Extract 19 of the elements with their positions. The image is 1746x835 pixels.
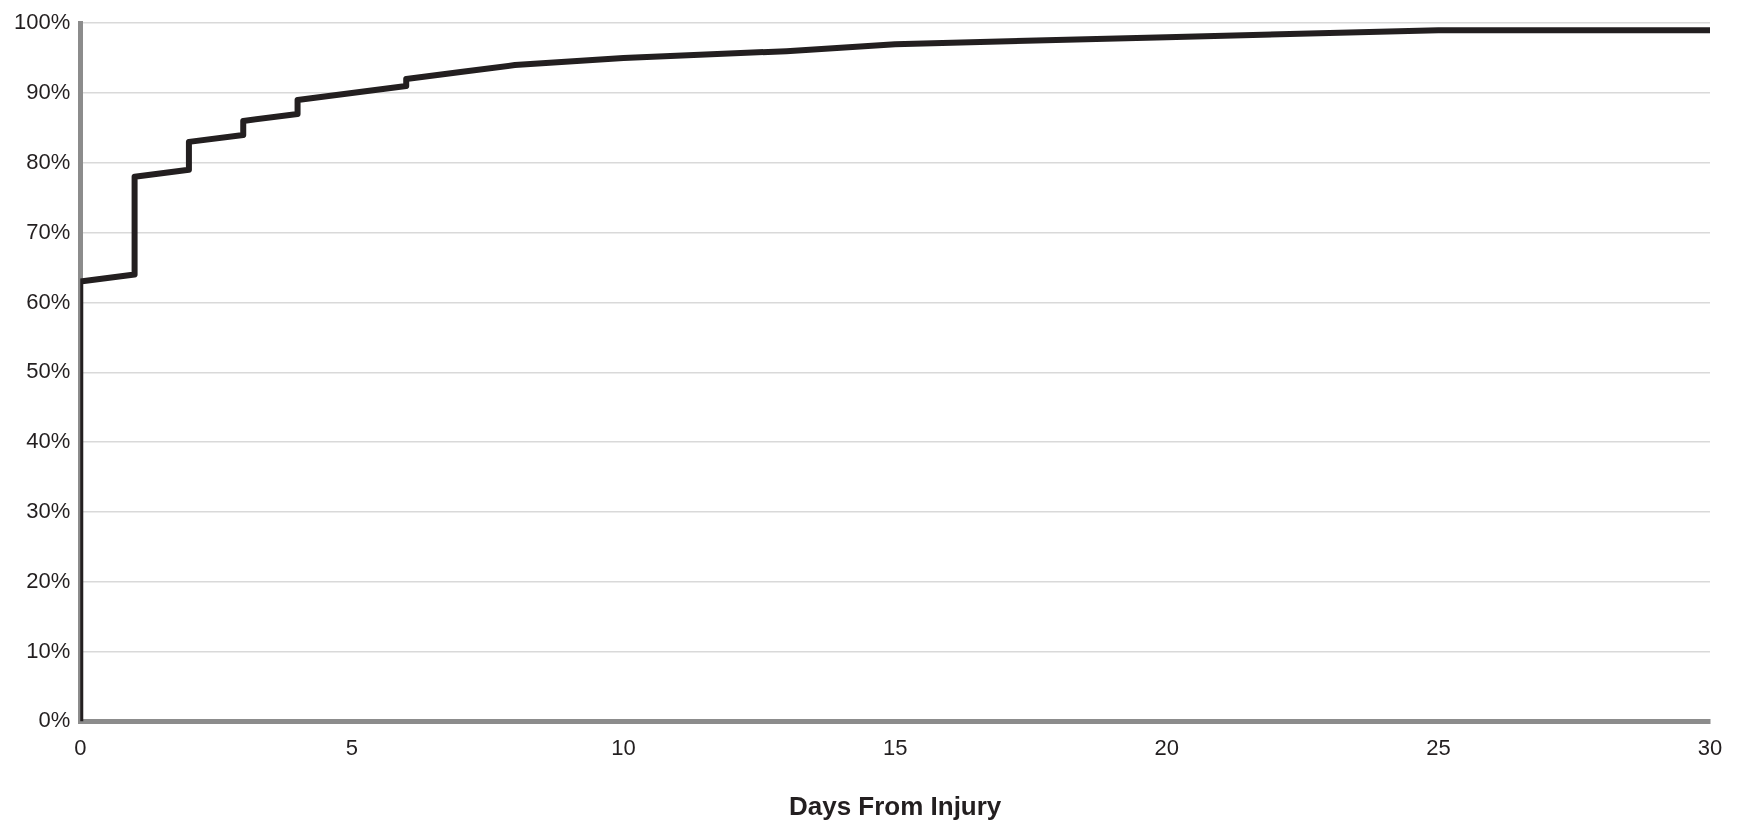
- y-tick-label: 30%: [26, 498, 71, 523]
- x-axis-title: Days From Injury: [788, 790, 1002, 821]
- y-tick-label: 60%: [26, 288, 71, 314]
- y-tick-label: 40%: [26, 428, 71, 454]
- x-tick-label: 30: [1697, 734, 1723, 760]
- y-tick-label: 50%: [26, 358, 71, 384]
- x-tick-label: 15: [882, 734, 908, 760]
- x-tick-label: 0: [74, 734, 87, 760]
- y-tick-label: 20%: [26, 567, 71, 593]
- y-tick-label: 10%: [26, 637, 71, 663]
- y-tick-label: 0%: [38, 707, 71, 733]
- y-tick-label: 80%: [26, 148, 71, 174]
- x-tick-label: 10: [611, 734, 636, 760]
- y-tick-label: 70%: [26, 218, 71, 244]
- x-tick-label: 5: [345, 734, 359, 760]
- x-tick-label: 25: [1426, 734, 1451, 760]
- y-tick-label: 90%: [26, 79, 71, 105]
- x-tick-label: 20: [1154, 734, 1179, 760]
- y-tick-label: 100%: [13, 9, 71, 35]
